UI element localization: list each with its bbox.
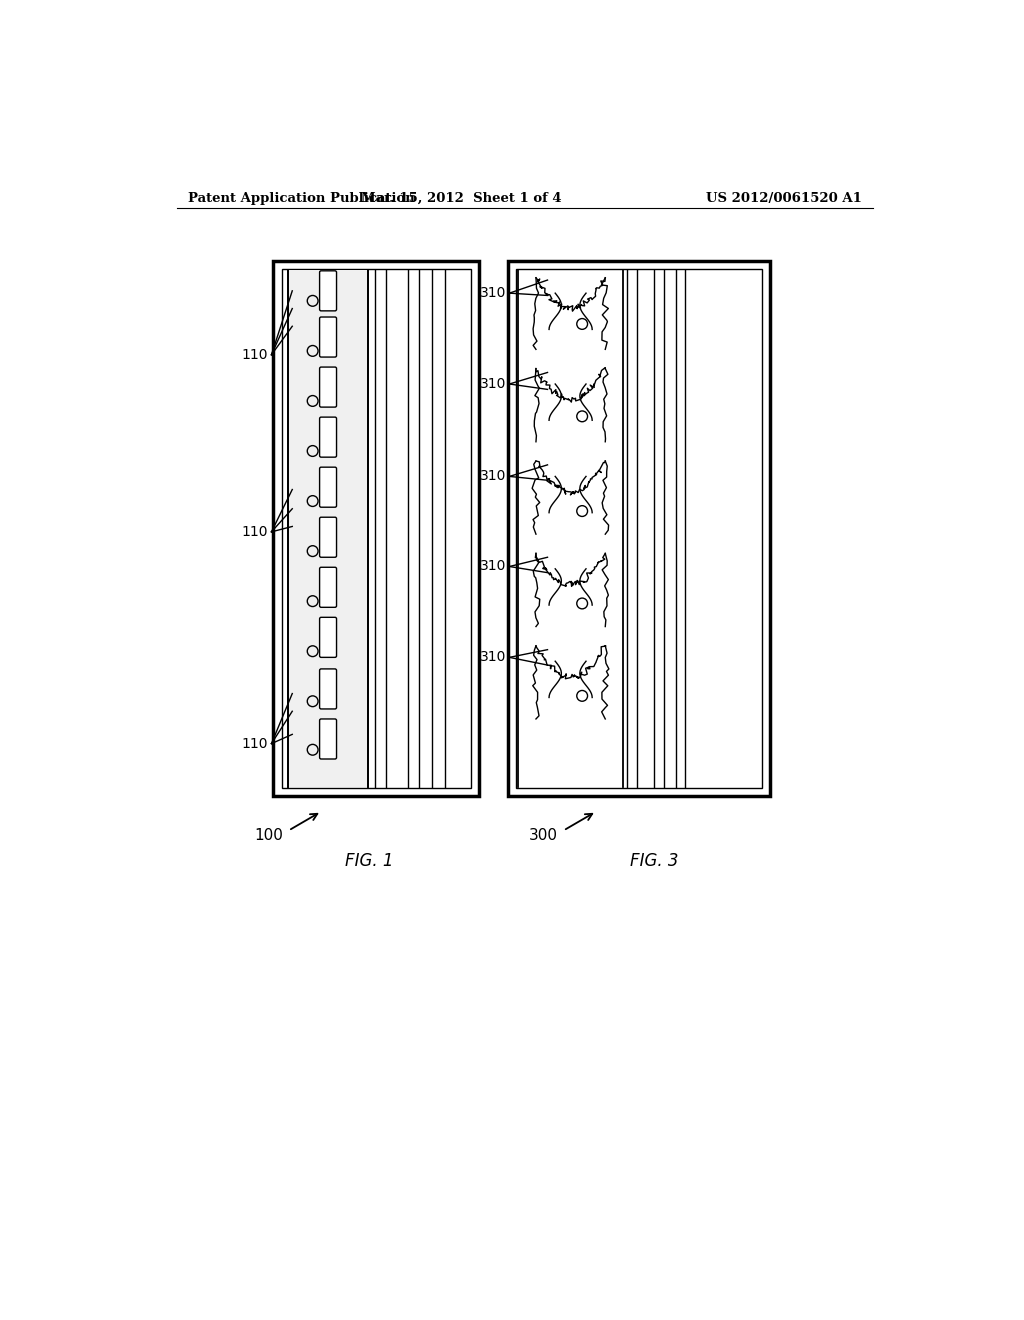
- Text: 110: 110: [241, 737, 267, 751]
- FancyBboxPatch shape: [319, 467, 337, 507]
- Text: 310: 310: [480, 378, 506, 391]
- Text: FIG. 3: FIG. 3: [630, 851, 679, 870]
- Bar: [508, 261, 770, 796]
- Text: 310: 310: [480, 651, 506, 664]
- FancyBboxPatch shape: [319, 618, 337, 657]
- Bar: [289, 271, 368, 787]
- FancyBboxPatch shape: [319, 719, 337, 759]
- Text: US 2012/0061520 A1: US 2012/0061520 A1: [707, 191, 862, 205]
- Text: 310: 310: [480, 286, 506, 300]
- Text: Patent Application Publication: Patent Application Publication: [188, 191, 415, 205]
- FancyBboxPatch shape: [319, 417, 337, 457]
- Text: 310: 310: [480, 560, 506, 573]
- Text: 300: 300: [529, 829, 558, 843]
- Bar: [283, 268, 471, 788]
- FancyBboxPatch shape: [319, 669, 337, 709]
- FancyBboxPatch shape: [319, 271, 337, 312]
- FancyBboxPatch shape: [319, 367, 337, 407]
- Text: Mar. 15, 2012  Sheet 1 of 4: Mar. 15, 2012 Sheet 1 of 4: [361, 191, 562, 205]
- Text: 100: 100: [254, 829, 283, 843]
- FancyBboxPatch shape: [319, 317, 337, 358]
- Text: 110: 110: [241, 347, 267, 362]
- Text: FIG. 1: FIG. 1: [345, 851, 393, 870]
- Bar: [273, 261, 478, 796]
- FancyBboxPatch shape: [319, 568, 337, 607]
- Bar: [515, 268, 762, 788]
- Text: 110: 110: [241, 525, 267, 539]
- Text: 310: 310: [480, 470, 506, 483]
- FancyBboxPatch shape: [319, 517, 337, 557]
